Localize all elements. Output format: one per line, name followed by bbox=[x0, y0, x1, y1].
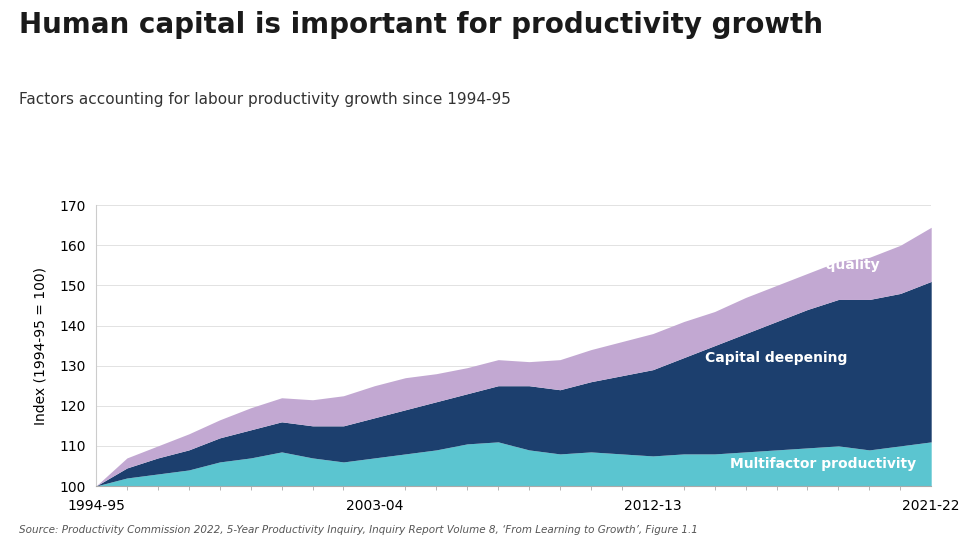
Text: Factors accounting for labour productivity growth since 1994-95: Factors accounting for labour productivi… bbox=[19, 92, 511, 107]
Text: Multifactor productivity: Multifactor productivity bbox=[730, 457, 916, 471]
Y-axis label: Index (1994-95 = 100): Index (1994-95 = 100) bbox=[34, 267, 48, 424]
Text: Capital deepening: Capital deepening bbox=[706, 350, 848, 365]
Text: Labour quality: Labour quality bbox=[766, 258, 879, 272]
Text: Human capital is important for productivity growth: Human capital is important for productiv… bbox=[19, 11, 824, 39]
Text: Source: Productivity Commission 2022, 5-Year Productivity Inquiry, Inquiry Repor: Source: Productivity Commission 2022, 5-… bbox=[19, 524, 698, 535]
